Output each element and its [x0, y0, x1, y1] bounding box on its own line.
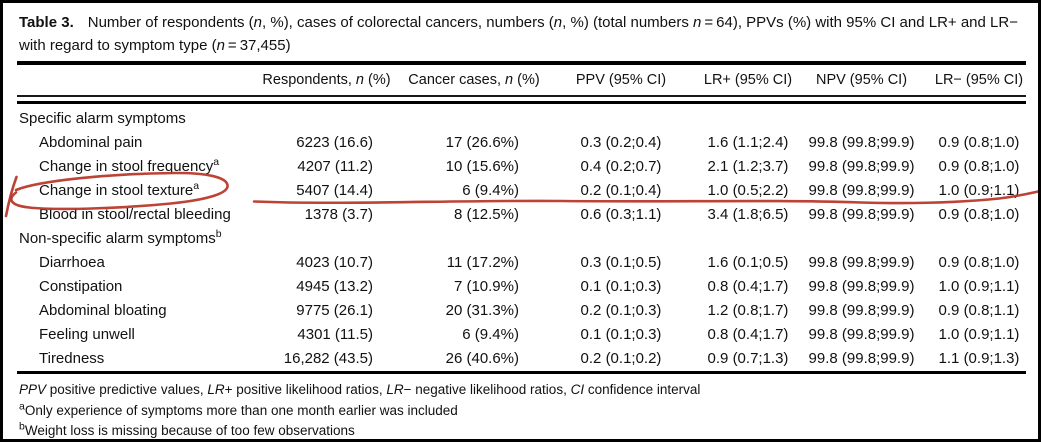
table-row: Abdominal pain 6223 (16.6) 17 (26.6%) 0.3 (…	[3, 131, 1038, 155]
cell-ppv: 0.3 (0.1;0.5)	[580, 254, 662, 271]
symptom-label: Tiredness	[39, 350, 105, 367]
symptom-label: Diarrhoea	[39, 254, 105, 271]
cell-lr-minus: 1.0 (0.9;1.1)	[938, 326, 1020, 343]
cell-lr-plus: 1.6 (1.1;2.4)	[707, 134, 789, 151]
cell-lr-minus: 1.0 (0.9;1.1)	[938, 182, 1020, 199]
symptom-label: Blood in stool/rectal bleeding	[39, 206, 231, 223]
cell-respondents: 6223 (16.6)	[296, 134, 373, 151]
symptom-label: Change in stool texturea	[39, 180, 200, 199]
cell-npv: 99.8 (99.8;99.9)	[808, 158, 915, 175]
footer-rule	[17, 370, 1026, 374]
cell-npv: 99.8 (99.8;99.9)	[808, 278, 915, 295]
col-header-lr-minus: LR− (95% CI)	[934, 72, 1024, 88]
cell-ppv: 0.3 (0.2;0.4)	[580, 134, 662, 151]
group-row-label: Non-specific alarm symptomsb	[19, 228, 222, 247]
symptom-label: Feeling unwell	[39, 326, 135, 343]
table-row: Diarrhoea 4023 (10.7) 11 (17.2%) 0.3 (0.1;0…	[3, 251, 1038, 275]
cell-lr-plus: 0.9 (0.7;1.3)	[707, 350, 789, 367]
col-header-respondents: Respondents, n (%)	[262, 72, 391, 88]
footnote-b: bWeight loss is missing because of too f…	[19, 420, 355, 438]
table-row: Change in stool frequencya 4207 (11.2) 10 …	[3, 155, 1038, 179]
cell-lr-minus: 1.1 (0.9;1.3)	[938, 350, 1020, 367]
cell-npv: 99.8 (99.8;99.9)	[808, 182, 915, 199]
cell-cancer: 7 (10.9%)	[453, 278, 519, 295]
cell-cancer: 17 (26.6%)	[445, 134, 519, 151]
cell-cancer: 10 (15.6%)	[445, 158, 519, 175]
cell-lr-minus: 1.0 (0.9;1.1)	[938, 278, 1020, 295]
cell-lr-minus: 0.9 (0.8;1.0)	[938, 158, 1020, 175]
symptom-label: Constipation	[39, 278, 123, 295]
col-header-lr-plus: LR+ (95% CI)	[703, 72, 793, 88]
cell-lr-plus: 1.2 (0.8;1.7)	[707, 302, 789, 319]
cell-respondents: 4301 (11.5)	[297, 326, 373, 343]
cell-cancer: 20 (31.3%)	[445, 302, 519, 319]
symptom-label: Change in stool frequencya	[39, 156, 220, 175]
table-group-row: Non-specific alarm symptomsb	[3, 227, 1038, 251]
cell-respondents: 4023 (10.7)	[296, 254, 373, 271]
col-header-npv: NPV (95% CI)	[815, 72, 908, 88]
cell-lr-plus: 1.0 (0.5;2.2)	[707, 182, 789, 199]
cell-respondents: 9775 (26.1)	[296, 302, 373, 319]
table-header-row: Respondents, n (%) Cancer cases, n (%) P…	[3, 65, 1038, 95]
group-row-label: Specific alarm symptoms	[19, 110, 186, 127]
cell-lr-minus: 0.9 (0.8;1.0)	[938, 206, 1020, 223]
cell-lr-plus: 0.8 (0.4;1.7)	[707, 326, 789, 343]
cell-ppv: 0.2 (0.1;0.3)	[580, 302, 662, 319]
table-row: Feeling unwell 4301 (11.5) 6 (9.4%) 0.1 (0.…	[3, 323, 1038, 347]
table-row: Constipation 4945 (13.2) 7 (10.9%) 0.1 (0.1…	[3, 275, 1038, 299]
cell-ppv: 0.2 (0.1;0.2)	[580, 350, 662, 367]
cell-npv: 99.8 (99.8;99.9)	[808, 350, 915, 367]
table-caption: Table 3. Number of respondents (n, %), ca…	[3, 3, 1038, 61]
header-rule-heavy	[17, 100, 1026, 104]
footnote-abbreviations: PPV positive predictive values, LR+ posi…	[19, 382, 701, 397]
cell-ppv: 0.6 (0.3;1.1)	[580, 206, 662, 223]
cell-npv: 99.8 (99.8;99.9)	[808, 326, 915, 343]
cell-ppv: 0.2 (0.1;0.4)	[580, 182, 662, 199]
cell-lr-minus: 0.9 (0.8;1.0)	[938, 254, 1020, 271]
table-row: Tiredness 16,282 (43.5) 26 (40.6%) 0.2 (0.1…	[3, 347, 1038, 371]
caption-divider-rule	[17, 61, 1026, 65]
cell-lr-plus: 0.8 (0.4;1.7)	[707, 278, 789, 295]
cell-ppv: 0.1 (0.1;0.3)	[580, 278, 662, 295]
footnote-a: aOnly experience of symptoms more than o…	[19, 400, 458, 418]
header-rule-thin	[17, 95, 1026, 97]
table-footnotes: PPV positive predictive values, LR+ posi…	[3, 374, 1038, 439]
cell-npv: 99.8 (99.8;99.9)	[808, 254, 915, 271]
cell-ppv: 0.1 (0.1;0.3)	[580, 326, 662, 343]
table-row: Abdominal bloating 9775 (26.1) 20 (31.3%) 0…	[3, 299, 1038, 323]
col-header-ppv: PPV (95% CI)	[575, 72, 667, 88]
symptom-label: Abdominal pain	[39, 134, 143, 151]
cell-respondents: 4945 (13.2)	[296, 278, 373, 295]
table-body: Specific alarm symptoms Abdominal pain 622…	[3, 104, 1038, 371]
table-caption-text: Number of respondents (n, %), cases of c…	[19, 14, 1018, 54]
cell-lr-plus: 1.6 (0.1;0.5)	[707, 254, 789, 271]
cell-cancer: 6 (9.4%)	[462, 326, 519, 343]
cell-lr-minus: 0.9 (0.8;1.1)	[938, 302, 1020, 319]
cell-respondents: 16,282 (43.5)	[283, 350, 373, 367]
cell-npv: 99.8 (99.8;99.9)	[808, 206, 915, 223]
cell-cancer: 11 (17.2%)	[446, 254, 519, 271]
cell-respondents: 1378 (3.7)	[304, 206, 373, 223]
cell-cancer: 26 (40.6%)	[445, 350, 519, 367]
cell-npv: 99.8 (99.8;99.9)	[808, 302, 915, 319]
cell-lr-minus: 0.9 (0.8;1.0)	[938, 134, 1020, 151]
cell-respondents: 4207 (11.2)	[297, 158, 373, 175]
table-number: Table 3.	[19, 14, 74, 31]
cell-cancer: 8 (12.5%)	[453, 206, 519, 223]
cell-lr-plus: 2.1 (1.2;3.7)	[707, 158, 789, 175]
cell-respondents: 5407 (14.4)	[296, 182, 373, 199]
cell-npv: 99.8 (99.8;99.9)	[808, 134, 915, 151]
symptom-label: Abdominal bloating	[39, 302, 167, 319]
table-group-row: Specific alarm symptoms	[3, 107, 1038, 131]
col-header-cancer-cases: Cancer cases, n (%)	[408, 72, 540, 88]
cell-lr-plus: 3.4 (1.8;6.5)	[707, 206, 789, 223]
table-row: Blood in stool/rectal bleeding 1378 (3.7)…	[3, 203, 1038, 227]
table-row-annotated: Change in stool texturea 5407 (14.4) 6 (9.…	[3, 179, 1038, 203]
cell-ppv: 0.4 (0.2;0.7)	[580, 158, 662, 175]
cell-cancer: 6 (9.4%)	[462, 182, 519, 199]
